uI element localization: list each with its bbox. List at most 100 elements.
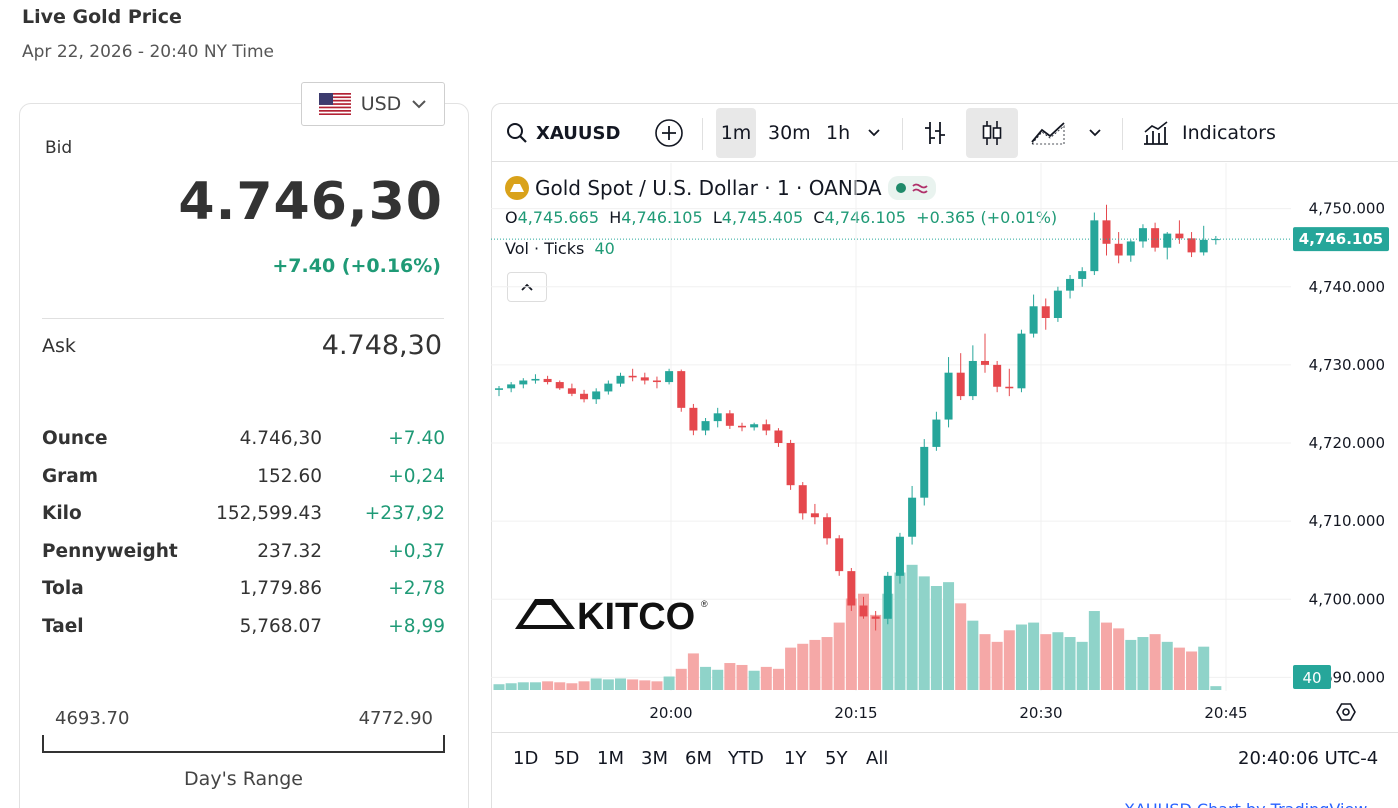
range-5d[interactable]: 5D	[554, 748, 580, 769]
ask-label: Ask	[42, 335, 76, 357]
volume-bar	[845, 598, 857, 690]
candle-body	[1199, 239, 1208, 253]
candle-body	[1102, 220, 1111, 244]
volume-bar	[797, 643, 809, 690]
unit-change: +8,99	[388, 616, 445, 637]
candle-body	[665, 371, 674, 383]
candle-body	[1151, 228, 1160, 248]
volume-bar	[1052, 632, 1064, 690]
volume-bar	[772, 668, 784, 690]
candle-body	[580, 393, 589, 400]
range-1y[interactable]: 1Y	[784, 748, 807, 769]
unit-row-tael: Tael 5,768.07 +8,99	[42, 616, 445, 646]
market-status-pill[interactable]	[887, 176, 936, 200]
volume-bar	[1137, 637, 1149, 690]
candle-body	[1029, 306, 1038, 334]
volume-bar	[1198, 646, 1210, 690]
candle-body	[981, 360, 989, 365]
page-title: Live Gold Price	[22, 6, 182, 28]
volume-bar	[821, 637, 833, 690]
candle-body	[628, 375, 637, 378]
volume-bar	[967, 620, 979, 690]
volume-bar	[991, 641, 1003, 690]
close-value: 4,746.105	[824, 208, 906, 227]
volume-legend: Vol · Ticks 40	[505, 239, 615, 258]
indicators-button[interactable]: Indicators	[1142, 104, 1276, 162]
candle-body	[1187, 238, 1196, 253]
chevron-down-icon	[412, 100, 427, 109]
volume-bar	[1028, 622, 1040, 690]
legend-title: Gold Spot / U.S. Dollar · 1 · OANDA	[535, 176, 882, 200]
interval-1m[interactable]: 1m	[716, 108, 756, 158]
volume-bar	[955, 603, 967, 690]
volume-bar	[687, 653, 699, 690]
bid-value: 4.746,30	[178, 172, 443, 232]
low-label: L	[712, 208, 722, 227]
compare-button[interactable]	[654, 104, 684, 162]
bid-change: +7.40 (+0.16%)	[272, 255, 441, 277]
candle-body	[895, 536, 904, 576]
candle-body	[908, 497, 917, 537]
candle-body	[798, 485, 807, 514]
candle-body	[1175, 233, 1184, 239]
unit-price: 237.32	[257, 541, 322, 562]
range-1d[interactable]: 1D	[513, 748, 539, 769]
volume-bar	[1101, 622, 1112, 690]
range-5y[interactable]: 5Y	[825, 748, 848, 769]
range-3m[interactable]: 3M	[641, 748, 668, 769]
volume-bar	[833, 622, 845, 690]
unit-row-pennyweight: Pennyweight 237.32 +0,37	[42, 541, 445, 571]
volume-bar	[529, 682, 541, 690]
candle-chart-style-button[interactable]	[966, 108, 1018, 158]
chart-clock[interactable]: 20:40:06 UTC-4	[1238, 748, 1379, 769]
unit-name: Tola	[42, 578, 84, 599]
range-6m[interactable]: 6M	[685, 748, 712, 769]
candle-body	[543, 378, 552, 383]
volume-bar	[1125, 639, 1137, 690]
volume-bar	[918, 576, 930, 690]
candle-body	[1017, 333, 1026, 389]
unit-price: 152.60	[257, 466, 322, 487]
candle-body	[652, 380, 661, 383]
range-1m[interactable]: 1M	[597, 748, 624, 769]
currency-select[interactable]: USD	[301, 82, 445, 126]
candle-body	[810, 513, 819, 518]
unit-change: +2,78	[388, 578, 445, 599]
volume-bar	[615, 678, 626, 690]
volume-bar	[493, 684, 505, 690]
open-label: O	[505, 208, 518, 227]
candle-body	[762, 424, 771, 431]
change-value: +0.365 (+0.01%)	[916, 208, 1058, 227]
page-datetime: Apr 22, 2026 - 20:40 NY Time	[22, 42, 274, 62]
unit-row-ounce: Ounce 4.746,30 +7.40	[42, 428, 445, 458]
tradingview-attribution-link[interactable]: XAUUSD Chart by TradingView	[1124, 800, 1367, 808]
volume-bars	[493, 564, 1222, 690]
interval-30m[interactable]: 30m	[768, 104, 811, 162]
interval-dropdown[interactable]	[867, 104, 881, 162]
volume-bar	[651, 681, 663, 690]
kitco-logo-icon	[515, 599, 575, 629]
volume-bar	[578, 681, 590, 690]
unit-change: +0,37	[388, 541, 445, 562]
volume-bar	[870, 614, 882, 690]
volume-bar	[1064, 637, 1076, 690]
volume-bar	[882, 593, 894, 690]
symbol-search[interactable]: XAUUSD	[506, 104, 620, 162]
chart-style-dropdown[interactable]	[1088, 104, 1102, 162]
candle-body	[1211, 239, 1220, 241]
range-all[interactable]: All	[866, 748, 889, 769]
day-range-bar	[42, 735, 445, 753]
area-chart-style-button[interactable]	[1030, 104, 1068, 162]
interval-1h[interactable]: 1h	[826, 104, 850, 162]
candle-body	[1005, 386, 1014, 389]
volume-bar	[760, 666, 772, 690]
candle-body	[956, 372, 965, 397]
candle-body	[531, 378, 540, 381]
unit-name: Gram	[42, 466, 99, 487]
range-ytd[interactable]: YTD	[728, 748, 764, 769]
bar-chart-style-button[interactable]	[922, 104, 948, 162]
add-circle-icon	[655, 119, 683, 147]
price-chart[interactable]: KITCO ®	[491, 163, 1398, 731]
kitco-wordmark: KITCO	[577, 596, 695, 638]
volume-bar	[906, 564, 918, 690]
